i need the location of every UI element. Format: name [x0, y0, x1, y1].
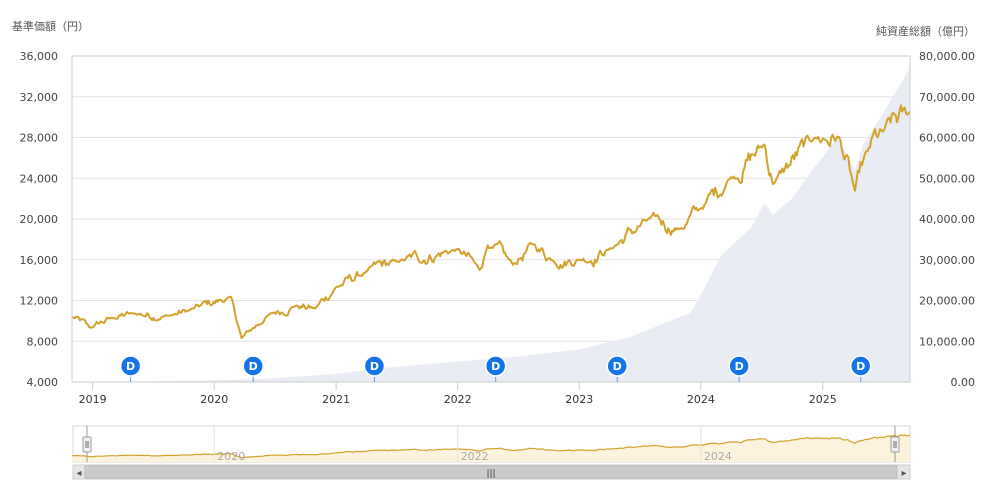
left-axis-ticks: 4,000 8,000 12,000 16,000 20,000 24,000 28,000…: [20, 50, 59, 389]
x-tick-label: 2019: [79, 393, 107, 406]
navigator-handle-grip: [890, 436, 900, 453]
scroll-left-arrow-icon[interactable]: ◂: [76, 468, 81, 479]
dividend-marker-label: D: [856, 360, 865, 373]
navigator-scrollbar[interactable]: ◂ ▸ |||: [72, 464, 911, 480]
dividend-marker[interactable]: D: [484, 355, 507, 382]
navigator-handle-left[interactable]: [82, 426, 92, 462]
dividend-marker-circle: [728, 355, 750, 377]
right-tick-label: 70,000.00: [919, 91, 975, 104]
right-tick-label: 40,000.00: [919, 213, 975, 226]
net-assets-area-layer: [72, 68, 910, 382]
dividend-marker[interactable]: D: [242, 355, 264, 382]
right-axis-ticks: 0.00 10,000.00 20,000.00 30,000.00 40,000.00…: [919, 50, 975, 389]
net-assets-area: [72, 68, 910, 382]
dividend-marker-label: D: [735, 360, 744, 373]
scroll-right-arrow-icon[interactable]: ▸: [901, 468, 906, 479]
dividend-marker-label: D: [249, 360, 258, 373]
dividend-marker-circle: [849, 355, 872, 377]
dividend-marker[interactable]: D: [606, 355, 628, 382]
plot-frame: [71, 55, 911, 383]
left-tick-label: 24,000: [20, 172, 59, 185]
left-tick-label: 20,000: [20, 213, 59, 226]
x-tick-label: 2020: [200, 393, 228, 406]
dividend-marker-label: D: [370, 360, 379, 373]
x-axis-ticks: 2019 2020 2021 2022 2023 2024 2025: [79, 382, 837, 406]
dividend-marker[interactable]: D: [119, 355, 142, 382]
x-tick-label: 2025: [809, 393, 837, 406]
right-tick-label: 80,000.00: [919, 50, 975, 63]
left-tick-label: 12,000: [20, 295, 59, 308]
dividend-marker[interactable]: D: [728, 355, 750, 382]
left-tick-label: 28,000: [20, 132, 59, 145]
dividend-marker[interactable]: D: [849, 355, 872, 382]
navigator-line: [71, 434, 911, 459]
right-tick-label: 0.00: [951, 376, 976, 389]
range-navigator[interactable]: 2020 2022 2024 ◂ ▸ |||: [71, 425, 911, 480]
x-tick-label: 2024: [687, 393, 715, 406]
plot-border: [71, 55, 911, 383]
dividend-marker-circle: [242, 355, 264, 377]
right-tick-label: 20,000.00: [919, 295, 975, 308]
navigator-tick-label: 2024: [704, 450, 732, 463]
x-tick-label: 2021: [322, 393, 350, 406]
right-tick-label: 30,000.00: [919, 254, 975, 267]
left-tick-label: 36,000: [20, 50, 59, 63]
dividend-marker-circle: [484, 355, 507, 377]
dividend-marker[interactable]: D: [363, 355, 386, 382]
right-tick-label: 50,000.00: [919, 172, 975, 185]
dividend-marker-label: D: [491, 360, 500, 373]
navigator-tick-label: 2022: [461, 450, 489, 463]
dividend-marker-circle: [606, 355, 628, 377]
right-tick-label: 60,000.00: [919, 132, 975, 145]
scrollbar-grip: |||: [486, 469, 495, 479]
navigator-tick-label: 2020: [217, 450, 245, 463]
right-tick-label: 10,000.00: [919, 335, 975, 348]
left-axis-title: 基準価額（円）: [12, 19, 89, 33]
left-tick-label: 32,000: [20, 91, 59, 104]
left-tick-label: 8,000: [27, 335, 59, 348]
nav-price-line: [71, 104, 911, 339]
nav-price-line-layer: [71, 104, 911, 339]
dividend-marker-circle: [119, 355, 142, 377]
navigator-handle-grip: [82, 436, 92, 453]
scrollbar-thumb[interactable]: [84, 465, 898, 479]
x-tick-label: 2023: [565, 393, 593, 406]
navigator-handle-right[interactable]: [890, 426, 900, 462]
dividend-marker-circle: [363, 355, 386, 377]
left-tick-label: 4,000: [27, 376, 59, 389]
dividend-marker-label: D: [613, 360, 622, 373]
right-axis-title: 純資産総額（億円）: [876, 24, 975, 38]
x-tick-label: 2022: [444, 393, 472, 406]
left-tick-label: 16,000: [20, 254, 59, 267]
dividend-marker-label: D: [126, 360, 135, 373]
